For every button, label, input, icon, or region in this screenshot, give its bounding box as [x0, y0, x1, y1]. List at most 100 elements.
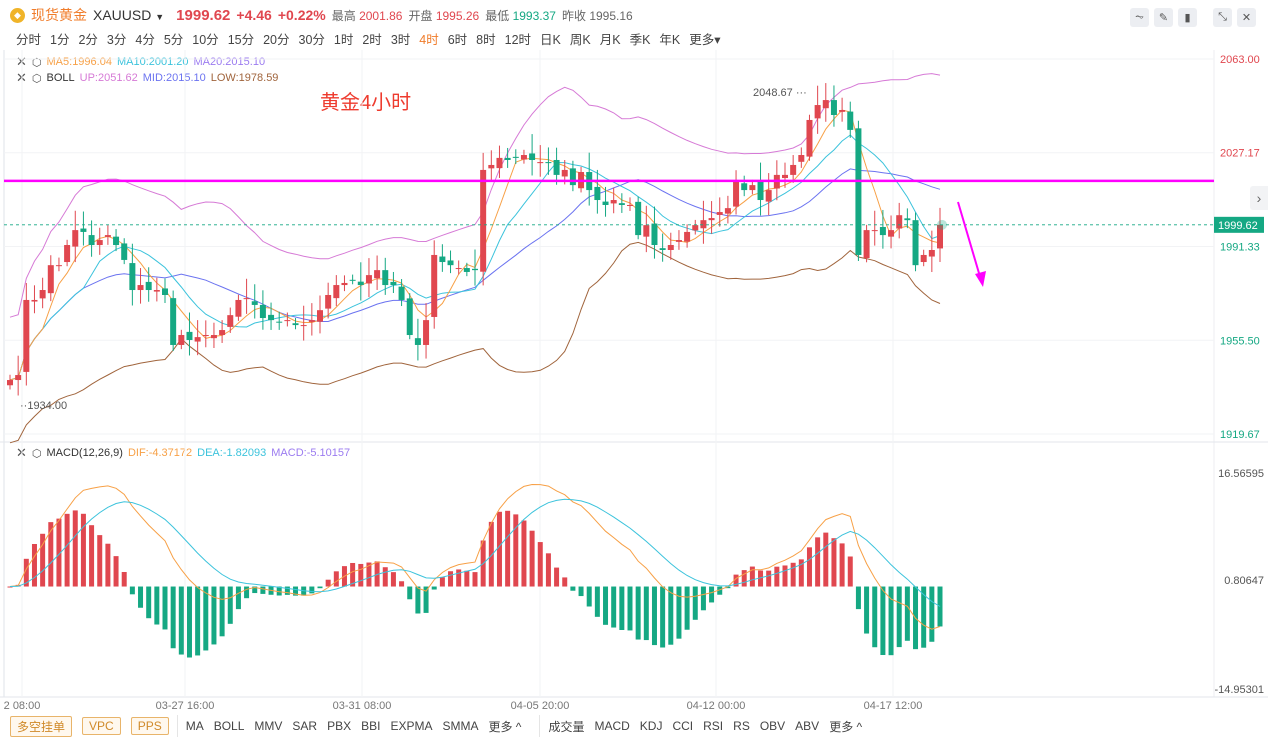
macd-histogram-bar — [586, 586, 592, 607]
remove-ma-icon[interactable]: ✕ — [16, 54, 27, 69]
order-button[interactable]: 多空挂单 — [10, 715, 73, 737]
candle-body — [88, 235, 95, 246]
macd-histogram-bar — [537, 542, 543, 587]
candle-type-icon[interactable]: ▮ — [1178, 8, 1197, 27]
dea-line — [9, 498, 941, 607]
macd-histogram-bar — [399, 581, 405, 587]
period-tab[interactable]: 2分 — [78, 33, 98, 47]
period-tab[interactable]: 1时 — [333, 33, 354, 47]
macd-histogram-bar — [929, 586, 935, 642]
remove-boll-icon[interactable]: ✕ — [16, 70, 27, 85]
period-tab[interactable]: 3分 — [106, 33, 127, 47]
candle-body — [561, 169, 568, 177]
period-tab[interactable]: 5分 — [163, 33, 184, 47]
candle-body — [325, 294, 332, 309]
candle-body — [782, 174, 788, 179]
main-indicator-tab[interactable]: SMMA — [442, 719, 479, 733]
candle-body — [145, 281, 152, 291]
period-tab[interactable]: 分时 — [16, 33, 42, 47]
candle-body — [23, 299, 30, 372]
macd-histogram-bar — [839, 543, 845, 587]
sub-indicator-tab[interactable]: KDJ — [639, 719, 663, 733]
candle-body — [308, 320, 315, 322]
main-indicator-tab[interactable]: MA — [185, 719, 204, 733]
candle-body — [113, 236, 120, 246]
macd-histogram-bar — [831, 538, 837, 587]
price-tick: 2063.00 — [1220, 54, 1260, 66]
indicator-icon[interactable]: ⏦ — [1130, 8, 1149, 27]
main-indicator-tab[interactable]: BOLL — [213, 719, 245, 733]
macd-histogram-bar — [603, 586, 609, 625]
main-indicator-tab[interactable]: MMV — [254, 719, 283, 733]
period-tab[interactable]: 月K — [599, 33, 621, 47]
sub-indicator-tab[interactable]: MACD — [594, 719, 630, 733]
period-tab[interactable]: 30分 — [298, 33, 325, 47]
remove-macd-icon[interactable]: ✕ — [16, 445, 27, 460]
symbol-selector[interactable]: XAUUSD ▼ — [93, 7, 164, 23]
time-label: 04-12 00:00 — [687, 700, 746, 712]
period-tab[interactable]: 更多▾ — [689, 33, 721, 47]
main-indicator-tab[interactable]: 更多 ^ — [488, 719, 522, 734]
sub-indicator-tab[interactable]: OBV — [759, 719, 786, 733]
candle-body — [610, 200, 617, 204]
candle-body — [855, 128, 862, 255]
sub-indicator-tab[interactable]: CCI — [672, 719, 694, 733]
candle-body — [920, 254, 927, 263]
candle-body — [210, 335, 217, 339]
period-tab[interactable]: 季K — [629, 33, 651, 47]
macd-histogram-bar — [521, 520, 527, 587]
period-tab[interactable]: 周K — [569, 33, 591, 47]
close-icon[interactable]: ✕ — [1237, 8, 1256, 27]
period-tab[interactable]: 日K — [540, 33, 561, 47]
collapse-icon[interactable]: ⤡ — [1213, 8, 1232, 27]
period-tab[interactable]: 12时 — [504, 33, 532, 47]
candle-body — [667, 245, 674, 250]
sub-indicator-tab[interactable]: RSI — [703, 719, 724, 733]
sub-indicator-tab[interactable]: 更多 ^ — [829, 719, 863, 734]
candle-body — [382, 270, 389, 286]
macd-histogram-bar — [325, 579, 331, 587]
candle-body — [724, 208, 731, 214]
macd-histogram-bar — [252, 586, 258, 594]
macd-histogram-bar — [56, 518, 62, 587]
candle-body — [55, 265, 62, 267]
main-indicator-tab[interactable]: PBX — [327, 719, 352, 733]
macd-legend: ✕ ⬡ MACD(12,26,9) DIF:-4.37172 DEA:-1.820… — [16, 445, 350, 461]
main-indicator-tab[interactable]: SAR — [292, 719, 318, 733]
candle-body — [504, 157, 511, 160]
sub-indicator-tab[interactable]: ABV — [795, 719, 820, 733]
ma-settings-icon[interactable]: ⬡ — [31, 56, 42, 69]
period-tab[interactable]: 8时 — [476, 33, 496, 47]
candle-body — [618, 203, 625, 205]
order-button[interactable]: PPS — [130, 717, 169, 735]
order-button[interactable]: VPC — [82, 717, 121, 735]
period-tab[interactable]: 年K — [659, 33, 681, 47]
macd-settings-icon[interactable]: ⬡ — [31, 447, 42, 460]
boll-settings-icon[interactable]: ⬡ — [31, 72, 42, 85]
period-tab[interactable]: 20分 — [263, 33, 290, 47]
macd-histogram-bar — [448, 571, 454, 587]
period-tab[interactable]: 4分 — [135, 33, 155, 47]
draw-icon[interactable]: ✎ — [1154, 8, 1173, 27]
period-tab[interactable]: 10分 — [192, 33, 219, 47]
sub-indicator-tab[interactable]: RS — [733, 719, 750, 733]
period-tab[interactable]: 15分 — [227, 33, 255, 47]
price-tick: 1919.67 — [1220, 429, 1260, 441]
kline-chart[interactable]: 2 08:00 03-27 16:00 03-31 08:00 04-05 20:00… — [0, 48, 1268, 713]
price-tick: 1955.50 — [1220, 335, 1260, 347]
main-indicator-tab[interactable]: EXPMA — [390, 719, 433, 733]
period-tab[interactable]: 3时 — [390, 33, 411, 47]
expand-side-button[interactable]: › — [1250, 186, 1268, 210]
boll-mid-value: MID:2015.10 — [142, 72, 206, 84]
macd-histogram-bar — [456, 569, 462, 587]
period-tab[interactable]: 4时 — [419, 33, 439, 47]
price-tick: 1991.33 — [1220, 242, 1260, 254]
candle-body — [708, 218, 715, 221]
period-tab[interactable]: 1分 — [50, 33, 70, 47]
chevron-down-icon: ▼ — [155, 12, 165, 22]
period-tab[interactable]: 6时 — [447, 33, 468, 47]
macd-histogram-bar — [138, 586, 144, 608]
period-tab[interactable]: 2时 — [362, 33, 382, 47]
main-indicator-tab[interactable]: BBI — [361, 719, 381, 733]
sub-indicator-tab[interactable]: 成交量 — [548, 719, 585, 734]
